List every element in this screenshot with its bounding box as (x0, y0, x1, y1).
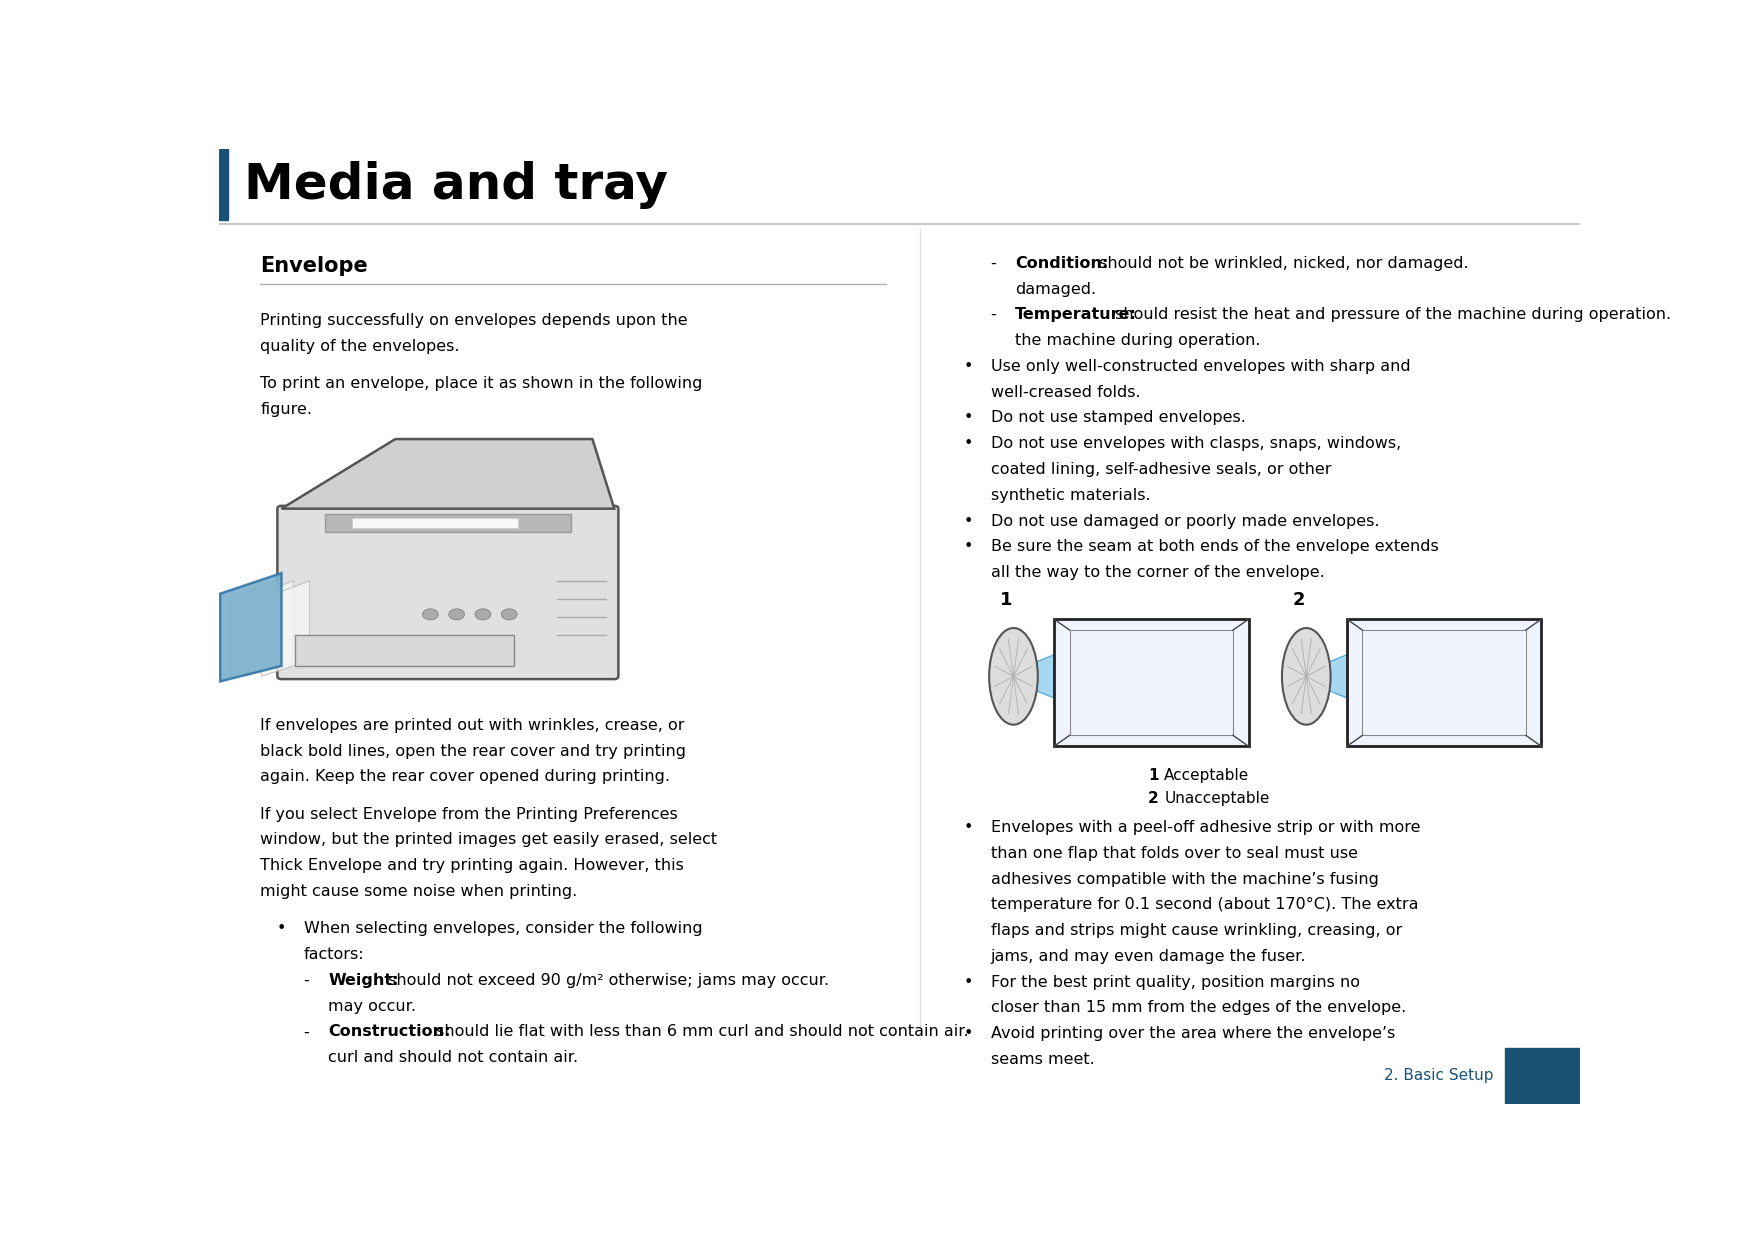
Text: curl and should not contain air.: curl and should not contain air. (328, 1050, 579, 1065)
Text: again. Keep the rear cover opened during printing.: again. Keep the rear cover opened during… (260, 770, 670, 785)
Text: Condition:: Condition: (1014, 255, 1109, 270)
Text: For the best print quality, position margins no: For the best print quality, position mar… (990, 975, 1360, 990)
Text: 33: 33 (1530, 1066, 1555, 1085)
Polygon shape (1030, 655, 1055, 698)
Polygon shape (261, 580, 309, 676)
Bar (1504, 1048, 1580, 1104)
Text: Thick Envelope and try printing again. However, this: Thick Envelope and try printing again. H… (260, 858, 684, 873)
Text: figure.: figure. (260, 402, 312, 417)
Polygon shape (219, 573, 281, 682)
Text: window, but the printed images get easily erased, select: window, but the printed images get easil… (260, 832, 718, 847)
Text: Weight:: Weight: (328, 973, 398, 988)
Circle shape (423, 609, 439, 620)
Ellipse shape (1281, 627, 1330, 724)
Text: flaps and strips might cause wrinkling, creasing, or: flaps and strips might cause wrinkling, … (990, 923, 1402, 939)
Text: Do not use damaged or poorly made envelopes.: Do not use damaged or poorly made envelo… (990, 513, 1379, 528)
Text: 1: 1 (1000, 590, 1013, 609)
Text: Construction:: Construction: (328, 1024, 451, 1039)
Text: Envelope: Envelope (260, 255, 369, 275)
Polygon shape (246, 580, 293, 676)
Text: -: - (304, 1024, 309, 1039)
Text: Do not use envelopes with clasps, snaps, windows,: Do not use envelopes with clasps, snaps,… (990, 436, 1400, 451)
Text: Be sure the seam at both ends of the envelope extends: Be sure the seam at both ends of the env… (990, 539, 1439, 554)
Text: 2. Basic Setup: 2. Basic Setup (1385, 1069, 1494, 1084)
Text: well-creased folds.: well-creased folds. (990, 384, 1141, 399)
Text: •: • (963, 410, 972, 425)
Bar (219, 149, 228, 221)
Bar (1055, 619, 1248, 746)
Text: adhesives compatible with the machine’s fusing: adhesives compatible with the machine’s … (990, 872, 1378, 887)
Text: •: • (963, 539, 972, 554)
Text: quality of the envelopes.: quality of the envelopes. (260, 339, 460, 353)
Text: should lie flat with less than 6 mm curl and should not contain air.: should lie flat with less than 6 mm curl… (430, 1024, 969, 1039)
Circle shape (449, 609, 465, 620)
Text: 1: 1 (1148, 768, 1158, 782)
Text: Avoid printing over the area where the envelope’s: Avoid printing over the area where the e… (990, 1027, 1395, 1042)
Text: •: • (277, 921, 286, 936)
Text: factors:: factors: (304, 947, 365, 962)
Polygon shape (281, 439, 614, 508)
Text: Printing successfully on envelopes depends upon the: Printing successfully on envelopes depen… (260, 312, 688, 329)
Text: -: - (990, 255, 997, 270)
Text: closer than 15 mm from the edges of the envelope.: closer than 15 mm from the edges of the … (990, 1001, 1406, 1016)
Text: Use only well-constructed envelopes with sharp and: Use only well-constructed envelopes with… (990, 358, 1411, 373)
Text: To print an envelope, place it as shown in the following: To print an envelope, place it as shown … (260, 376, 702, 391)
Text: Acceptable: Acceptable (1164, 768, 1250, 782)
Text: damaged.: damaged. (1014, 281, 1097, 296)
Text: •: • (963, 820, 972, 835)
Text: When selecting envelopes, consider the following: When selecting envelopes, consider the f… (304, 921, 702, 936)
Text: the machine during operation.: the machine during operation. (1014, 334, 1260, 348)
Text: may occur.: may occur. (328, 998, 416, 1013)
Bar (325, 513, 570, 532)
Text: Do not use stamped envelopes.: Do not use stamped envelopes. (990, 410, 1246, 425)
Text: •: • (963, 975, 972, 990)
Text: •: • (963, 436, 972, 451)
Text: If you select Envelope from the Printing Preferences: If you select Envelope from the Printing… (260, 807, 677, 822)
Text: should resist the heat and pressure of the machine during operation.: should resist the heat and pressure of t… (1109, 308, 1671, 322)
Text: Media and tray: Media and tray (244, 161, 669, 208)
Text: should not be wrinkled, nicked, nor damaged.: should not be wrinkled, nicked, nor dama… (1093, 255, 1469, 270)
Text: -: - (304, 973, 309, 988)
Bar (1069, 630, 1234, 735)
Bar (351, 517, 518, 528)
Text: 2: 2 (1293, 590, 1306, 609)
Text: temperature for 0.1 second (about 170°C). The extra: temperature for 0.1 second (about 170°C)… (990, 898, 1418, 913)
Bar (1346, 619, 1541, 746)
Bar (295, 635, 514, 666)
Text: Temperature:: Temperature: (1014, 308, 1137, 322)
Circle shape (502, 609, 518, 620)
Text: 2: 2 (1148, 791, 1158, 806)
Polygon shape (1323, 655, 1346, 698)
Text: synthetic materials.: synthetic materials. (990, 487, 1150, 502)
Text: If envelopes are printed out with wrinkles, crease, or: If envelopes are printed out with wrinkl… (260, 718, 684, 733)
Text: jams, and may even damage the fuser.: jams, and may even damage the fuser. (990, 949, 1306, 963)
Polygon shape (228, 580, 277, 676)
Text: seams meet.: seams meet. (990, 1052, 1095, 1068)
Text: all the way to the corner of the envelope.: all the way to the corner of the envelop… (990, 565, 1325, 580)
Text: •: • (963, 1027, 972, 1042)
Text: coated lining, self-adhesive seals, or other: coated lining, self-adhesive seals, or o… (990, 463, 1330, 477)
Text: than one flap that folds over to seal must use: than one flap that folds over to seal mu… (990, 846, 1358, 861)
Text: Envelopes with a peel-off adhesive strip or with more: Envelopes with a peel-off adhesive strip… (990, 820, 1420, 835)
Text: should not exceed 90 g/m² otherwise; jams may occur.: should not exceed 90 g/m² otherwise; jam… (383, 973, 830, 988)
Text: black bold lines, open the rear cover and try printing: black bold lines, open the rear cover an… (260, 744, 686, 759)
Text: Unacceptable: Unacceptable (1164, 791, 1269, 806)
Bar (219, 1048, 1580, 1104)
Text: -: - (990, 308, 997, 322)
Bar (1362, 630, 1525, 735)
Text: might cause some noise when printing.: might cause some noise when printing. (260, 884, 577, 899)
Circle shape (476, 609, 491, 620)
Text: •: • (963, 513, 972, 528)
Ellipse shape (990, 627, 1037, 724)
Text: •: • (963, 358, 972, 373)
FancyBboxPatch shape (277, 506, 618, 680)
